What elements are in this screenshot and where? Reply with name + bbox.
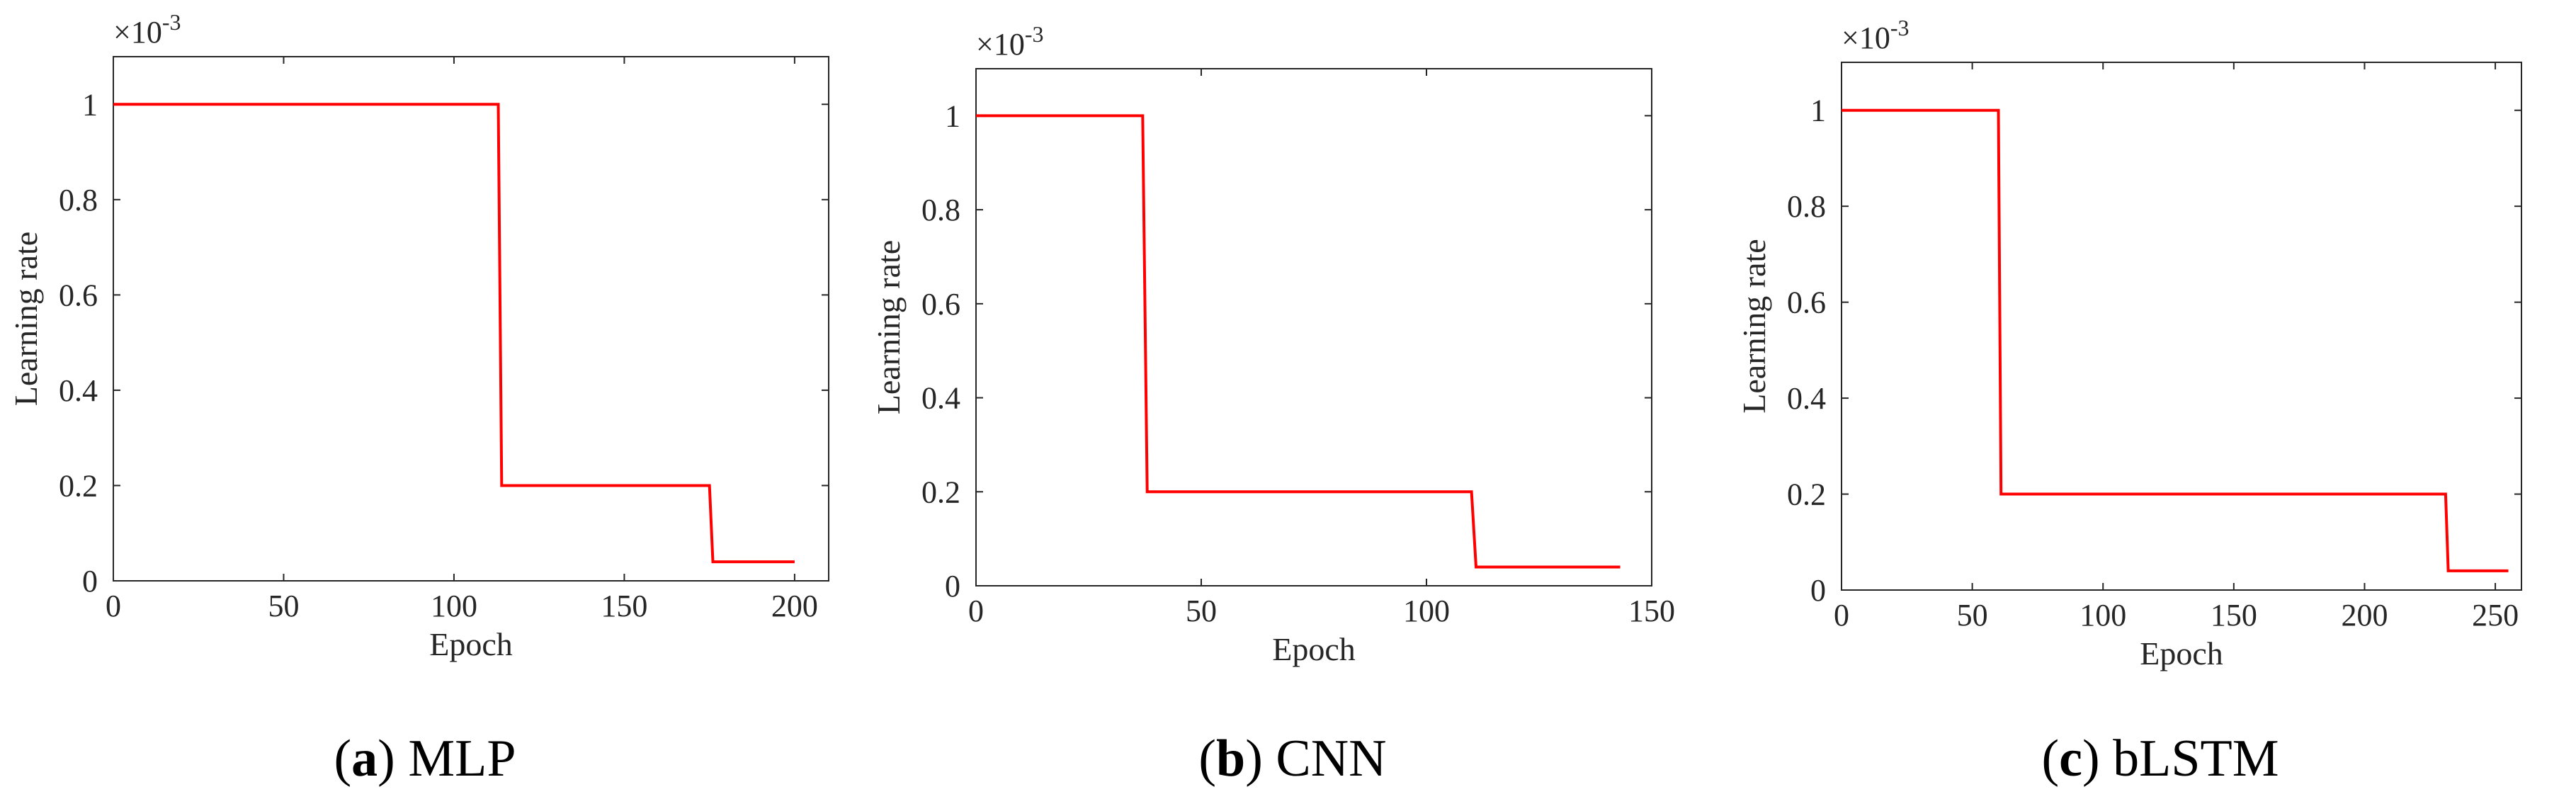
y-exponent-power: -3 [162,9,181,35]
y-tick-label: 0 [945,569,960,604]
caption-open-paren: ( [1198,730,1216,788]
panel-caption: (b) CNN [1198,730,1386,788]
y-exponent-power: -3 [1890,15,1910,40]
plot-frame [113,56,829,582]
y-tick-label: 1 [945,98,960,133]
y-tick-label: 0.6 [1787,285,1826,320]
y-tick-label: 1 [1810,94,1826,128]
x-tick-label: 200 [2341,598,2388,633]
y-tick-label: 0.8 [59,183,98,217]
y-exponent-base: ×10 [1842,21,1890,55]
y-tick-label: 0.4 [59,373,98,408]
x-tick-label: 100 [1403,594,1450,628]
y-exponent-power: -3 [1025,21,1044,47]
panel-caption: (a) MLP [334,730,516,788]
x-tick-label: 100 [431,589,477,623]
x-tick-label: 150 [2211,598,2257,633]
x-tick-label: 150 [601,589,647,623]
x-tick-label: 0 [1834,598,1849,633]
y-exponent-base: ×10 [113,15,162,50]
y-exponent: ×10-3 [113,9,181,50]
y-tick-label: 0.6 [921,287,960,322]
x-tick-label: 0 [106,589,121,623]
y-tick-label: 0 [1810,573,1826,608]
y-tick-label: 0.8 [921,193,960,227]
caption-name: MLP [408,730,516,788]
panel-cnn: 0 50 100 150 0 0.2 0.4 0.6 0.8 1 Epoch Learning rat… [870,21,1675,788]
y-tick-label: 0.4 [921,381,960,416]
series-line-mlp [113,103,795,564]
caption-open-paren: ( [334,730,352,788]
caption-close-paren: ) [1245,730,1276,788]
y-tick-label: 0.8 [1787,189,1826,224]
plot-frame [1841,62,2522,591]
x-tick-label: 250 [2472,598,2519,633]
y-tick-label: 0.2 [59,468,98,503]
x-tick-label: 50 [1186,594,1217,628]
caption-name: bLSTM [2113,730,2279,788]
series-line-cnn [976,114,1621,569]
y-tick-label: 0.4 [1787,381,1826,416]
y-tick-label: 0.2 [1787,477,1826,512]
y-exponent-base: ×10 [976,27,1025,62]
y-tick-label: 0 [82,564,98,599]
x-axis-label: Epoch [2140,635,2223,672]
x-tick-label: 0 [968,594,984,628]
y-tick-label: 1 [82,87,98,122]
series-line-blstm [1842,108,2509,572]
caption-close-paren: ) [2082,730,2113,788]
y-exponent: ×10-3 [1842,15,1909,55]
caption-letter: a [351,730,378,788]
y-exponent: ×10-3 [976,21,1043,62]
plot-frame [975,68,1652,586]
x-tick-label: 200 [771,589,818,623]
x-tick-label: 50 [1957,598,1988,633]
caption-name: CNN [1276,730,1386,788]
caption-open-paren: ( [2041,730,2059,788]
y-axis-label: Learning rate [8,232,44,406]
x-axis-label: Epoch [429,626,513,662]
x-tick-label: 100 [2079,598,2126,633]
y-tick-label: 0.2 [921,475,960,509]
x-axis-label: Epoch [1272,631,1356,667]
panel-blstm: 0 50 100 150 200 250 0 0.2 0.4 0.6 0.8 1 Epoch Learni… [1736,15,2522,788]
caption-close-paren: ) [378,730,408,788]
caption-letter: c [2059,730,2082,788]
y-tick-label: 0.6 [59,278,98,312]
y-axis-label: Learning rate [1736,239,1772,413]
panel-caption: (c) bLSTM [2041,730,2279,788]
caption-letter: b [1216,730,1245,788]
x-tick-label: 50 [268,589,299,623]
x-tick-label: 150 [1628,594,1675,628]
panel-mlp: 0 50 100 150 200 0 0.2 0.4 0.6 0.8 1 Epoch Learning … [8,9,829,788]
y-axis-label: Learning rate [870,240,907,414]
